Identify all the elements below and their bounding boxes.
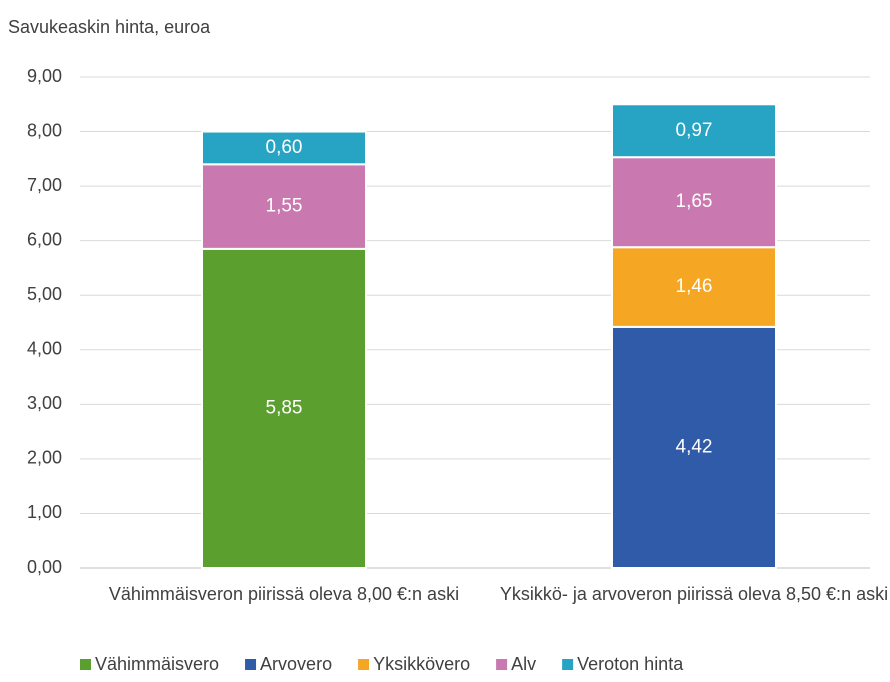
y-tick-label: 6,00 bbox=[27, 229, 62, 249]
x-tick-label: Yksikkö- ja arvoveron piirissä oleva 8,5… bbox=[499, 584, 889, 604]
data-label: 0,97 bbox=[676, 120, 713, 141]
legend-label: Arvovero bbox=[260, 654, 332, 674]
bar-segment bbox=[611, 156, 777, 249]
y-tick-label: 7,00 bbox=[27, 175, 62, 195]
legend-label: Veroton hinta bbox=[577, 654, 684, 674]
legend-swatch bbox=[245, 659, 257, 670]
data-label: 4,42 bbox=[676, 436, 713, 457]
y-tick-label: 5,00 bbox=[27, 284, 62, 304]
y-tick-label: 4,00 bbox=[27, 339, 62, 359]
legend-label: Yksikkövero bbox=[373, 654, 470, 674]
y-tick-label: 9,00 bbox=[27, 66, 62, 86]
bar-segment bbox=[201, 163, 367, 250]
y-tick-label: 3,00 bbox=[27, 393, 62, 413]
data-label: 1,65 bbox=[676, 191, 713, 212]
legend-label: Alv bbox=[511, 654, 536, 674]
y-tick-label: 2,00 bbox=[27, 448, 62, 468]
legend-swatch bbox=[562, 659, 574, 670]
bar-segment bbox=[611, 103, 777, 159]
legend-swatch bbox=[358, 659, 370, 670]
chart-title: Savukeaskin hinta, euroa bbox=[8, 17, 211, 37]
bar-segment bbox=[611, 246, 777, 328]
data-label: 0,60 bbox=[266, 137, 303, 158]
legend-swatch bbox=[496, 659, 508, 670]
y-tick-label: 1,00 bbox=[27, 502, 62, 522]
bar-segment bbox=[611, 325, 777, 569]
legend-label: Vähimmäisvero bbox=[95, 654, 219, 674]
x-tick-label: Vähimmäisveron piirissä oleva 8,00 €:n a… bbox=[108, 584, 460, 604]
data-label: 1,46 bbox=[676, 276, 713, 297]
legend-swatch bbox=[80, 659, 91, 670]
y-tick-label: 0,00 bbox=[27, 557, 62, 577]
data-label: 5,85 bbox=[266, 397, 303, 418]
y-tick-label: 8,00 bbox=[27, 120, 62, 140]
bar-segment bbox=[201, 130, 367, 166]
data-label: 1,55 bbox=[266, 196, 303, 217]
